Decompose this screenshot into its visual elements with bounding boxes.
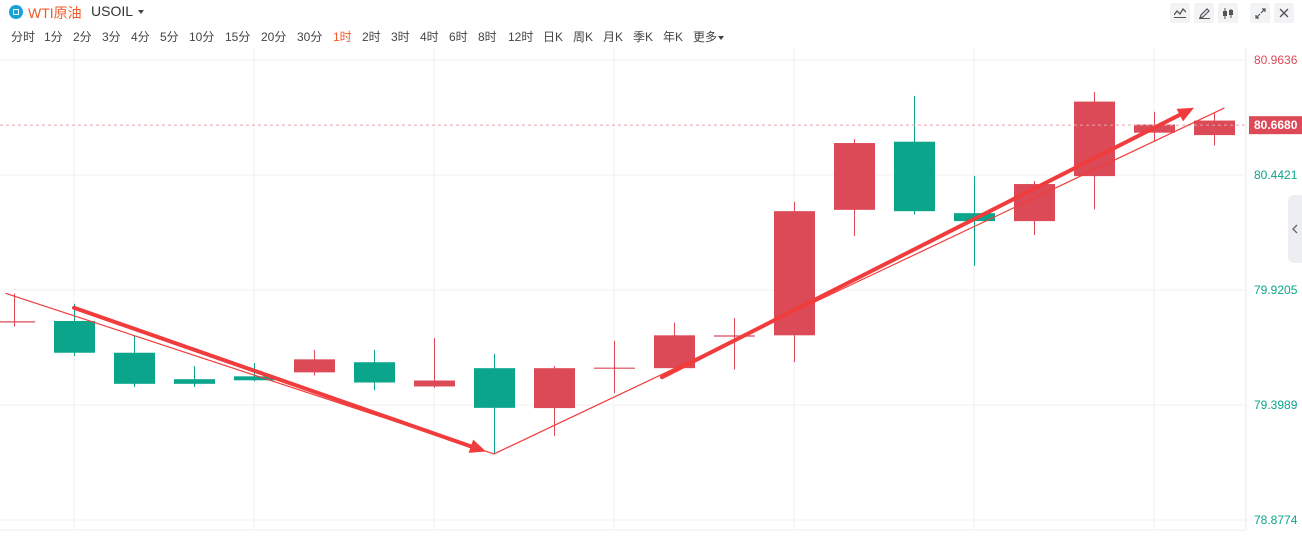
trend-line-thin [493, 107, 1225, 455]
side-panel-toggle[interactable] [1288, 195, 1302, 263]
period-tab[interactable]: 30分 [297, 30, 323, 44]
period-tab[interactable]: 20分 [261, 30, 287, 44]
candle-body [414, 380, 455, 387]
candle-body [114, 352, 155, 384]
period-tab[interactable]: 4时 [420, 30, 439, 44]
candle-body [1194, 120, 1235, 136]
period-tab[interactable]: 12时 [508, 30, 534, 44]
period-tab[interactable]: 6时 [449, 30, 468, 44]
period-tab[interactable]: 2分 [73, 30, 92, 44]
candle-body [234, 376, 275, 381]
candle-body [474, 368, 515, 408]
candle-body [774, 211, 815, 336]
period-tab[interactable]: 1分 [44, 30, 63, 44]
y-tick-label: 78.8774 [1254, 513, 1298, 527]
draw-icon[interactable] [1194, 3, 1214, 23]
more-periods-dropdown[interactable]: 更多 [693, 28, 725, 45]
period-tab[interactable]: 分时 [11, 30, 36, 44]
up-arrow-head [1176, 107, 1194, 122]
period-tab[interactable]: 月K [603, 30, 624, 44]
period-tab[interactable]: 3分 [102, 30, 121, 44]
period-tab[interactable]: 15分 [225, 30, 251, 44]
period-tab[interactable]: 日K [543, 30, 564, 44]
period-tab[interactable]: 季K [633, 30, 654, 44]
y-tick-label: 79.3989 [1254, 398, 1298, 412]
candlestick-chart[interactable]: 80.9636 80.4421 79.9205 79.3989 78.8774 80.66… [0, 48, 1302, 550]
up-arrow-shaft [660, 111, 1184, 380]
last-price-label: 80.6680 [1254, 118, 1298, 132]
period-tab-active[interactable]: 1时 [333, 30, 352, 44]
period-tab[interactable]: 2时 [362, 30, 381, 44]
down-arrow-shaft [72, 305, 480, 451]
period-tab[interactable]: 年K [663, 30, 684, 44]
period-tab[interactable]: 周K [573, 30, 594, 44]
period-tab[interactable]: 4分 [131, 30, 150, 44]
more-label: 更多 [693, 30, 718, 44]
candle-body [834, 143, 875, 210]
candle-body [534, 368, 575, 409]
chart-header: WTI原油 USOIL [0, 0, 1302, 24]
indicator-icon[interactable] [1170, 3, 1190, 23]
period-tab[interactable]: 3时 [391, 30, 410, 44]
symbol-name[interactable]: WTI原油 [28, 5, 82, 21]
period-tab[interactable]: 10分 [189, 30, 215, 44]
y-tick-label: 80.4421 [1254, 168, 1298, 182]
last-price-tag [1249, 116, 1302, 135]
chevron-down-icon [718, 35, 725, 40]
candle-body [294, 359, 335, 373]
chart-toolbar [1170, 3, 1294, 23]
candle-body [354, 362, 395, 383]
symbol-code[interactable]: USOIL [91, 3, 134, 19]
period-tab[interactable]: 8时 [478, 30, 497, 44]
candle-type-icon[interactable] [1218, 3, 1238, 23]
down-arrow-head [468, 439, 486, 453]
close-icon[interactable] [1274, 3, 1294, 23]
y-tick-label: 80.9636 [1254, 53, 1298, 67]
period-tab[interactable]: 5分 [160, 30, 179, 44]
candle-body [54, 320, 95, 353]
symbol-logo-icon [9, 5, 23, 19]
fullscreen-icon[interactable] [1250, 3, 1270, 23]
candle-body [894, 141, 935, 212]
y-tick-label: 79.9205 [1254, 283, 1298, 297]
symbol-dropdown-icon[interactable] [138, 10, 144, 14]
candle-body [174, 379, 215, 384]
chevron-left-icon [1292, 224, 1298, 234]
